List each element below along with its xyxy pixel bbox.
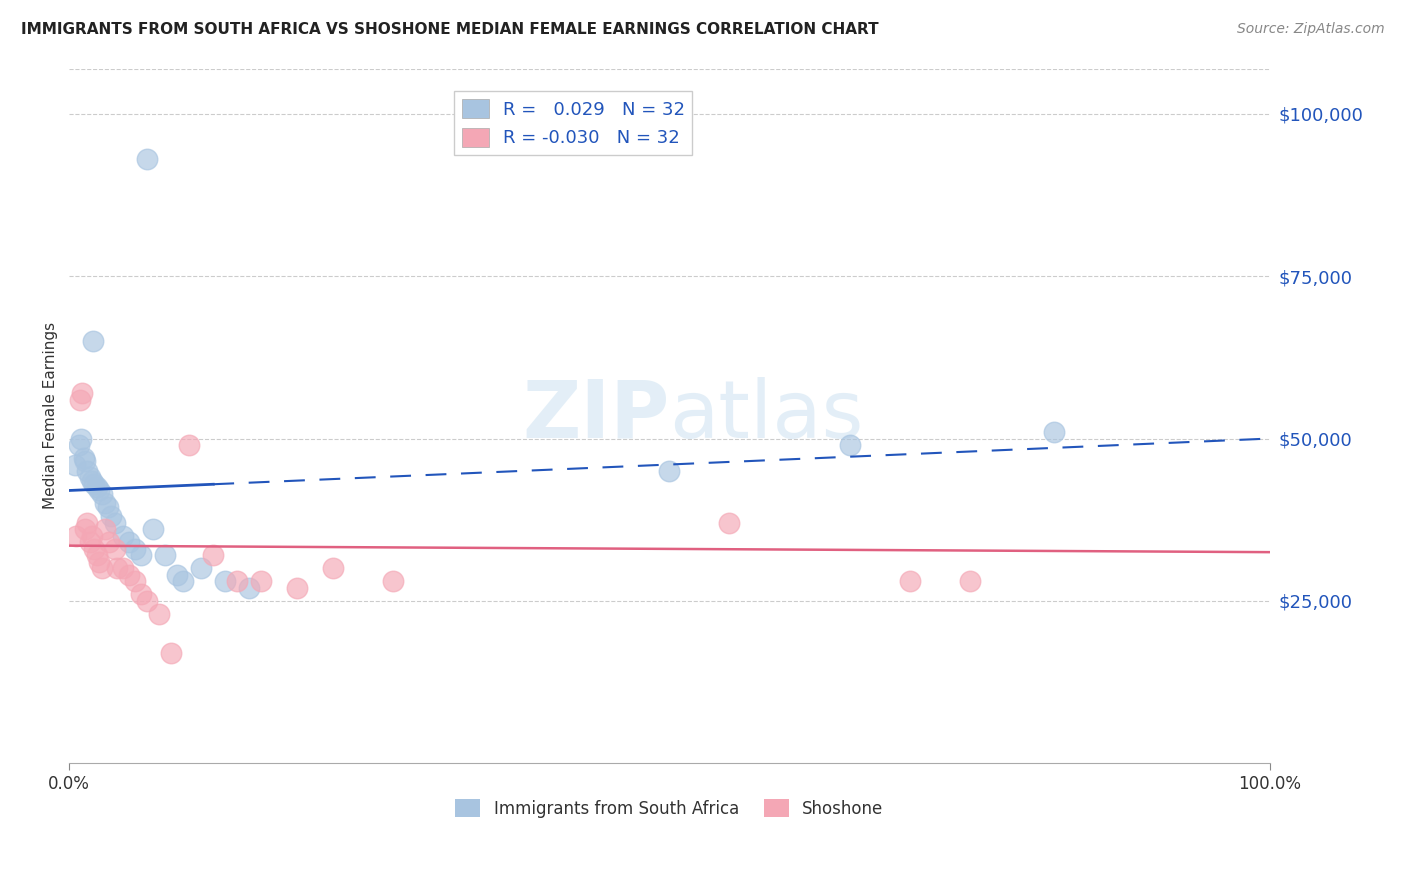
Point bbox=[179, 438, 201, 452]
Legend: Immigrants from South Africa, Shoshone: Immigrants from South Africa, Shoshone bbox=[449, 792, 890, 824]
Text: Source: ZipAtlas.com: Source: ZipAtlas.com bbox=[1237, 22, 1385, 37]
Point bbox=[214, 574, 236, 589]
Point bbox=[89, 483, 111, 498]
Point bbox=[86, 549, 108, 563]
Text: IMMIGRANTS FROM SOUTH AFRICA VS SHOSHONE MEDIAN FEMALE EARNINGS CORRELATION CHAR: IMMIGRANTS FROM SOUTH AFRICA VS SHOSHONE… bbox=[21, 22, 879, 37]
Point bbox=[202, 549, 225, 563]
Point bbox=[136, 594, 159, 608]
Text: ZIP: ZIP bbox=[522, 376, 669, 455]
Point bbox=[112, 529, 135, 543]
Point bbox=[166, 567, 188, 582]
Point bbox=[959, 574, 981, 589]
Point bbox=[898, 574, 921, 589]
Point bbox=[83, 477, 105, 491]
Point bbox=[129, 549, 152, 563]
Point bbox=[80, 529, 103, 543]
Text: atlas: atlas bbox=[669, 376, 863, 455]
Point bbox=[65, 529, 87, 543]
Point bbox=[124, 574, 146, 589]
Point bbox=[718, 516, 741, 530]
Point bbox=[136, 153, 159, 167]
Point bbox=[65, 458, 87, 472]
Point bbox=[94, 523, 117, 537]
Point bbox=[658, 464, 681, 478]
Point bbox=[79, 470, 101, 484]
Point bbox=[90, 561, 112, 575]
Point bbox=[105, 561, 128, 575]
Point bbox=[142, 523, 165, 537]
Point bbox=[80, 474, 103, 488]
Point bbox=[1042, 425, 1064, 439]
Point bbox=[73, 523, 96, 537]
Point bbox=[104, 516, 127, 530]
Point bbox=[238, 581, 260, 595]
Point bbox=[86, 480, 108, 494]
Point bbox=[285, 581, 308, 595]
Point bbox=[76, 516, 98, 530]
Point bbox=[124, 541, 146, 556]
Point bbox=[76, 464, 98, 478]
Point bbox=[226, 574, 249, 589]
Point bbox=[155, 549, 177, 563]
Point bbox=[67, 438, 90, 452]
Point bbox=[160, 646, 183, 660]
Point bbox=[118, 535, 141, 549]
Point bbox=[172, 574, 194, 589]
Point bbox=[104, 541, 127, 556]
Point bbox=[72, 386, 94, 401]
Point bbox=[83, 541, 105, 556]
Point bbox=[72, 450, 94, 465]
Point bbox=[118, 567, 141, 582]
Point bbox=[322, 561, 344, 575]
Point bbox=[838, 438, 860, 452]
Point bbox=[129, 587, 152, 601]
Point bbox=[89, 555, 111, 569]
Point bbox=[82, 334, 104, 348]
Y-axis label: Median Female Earnings: Median Female Earnings bbox=[44, 322, 58, 509]
Point bbox=[190, 561, 212, 575]
Point bbox=[70, 432, 93, 446]
Point bbox=[90, 487, 112, 501]
Point bbox=[94, 496, 117, 510]
Point bbox=[100, 509, 122, 524]
Point bbox=[112, 561, 135, 575]
Point bbox=[97, 500, 120, 514]
Point bbox=[79, 535, 101, 549]
Point bbox=[97, 535, 120, 549]
Point bbox=[69, 392, 91, 407]
Point bbox=[382, 574, 405, 589]
Point bbox=[250, 574, 273, 589]
Point bbox=[73, 454, 96, 468]
Point bbox=[148, 607, 170, 621]
